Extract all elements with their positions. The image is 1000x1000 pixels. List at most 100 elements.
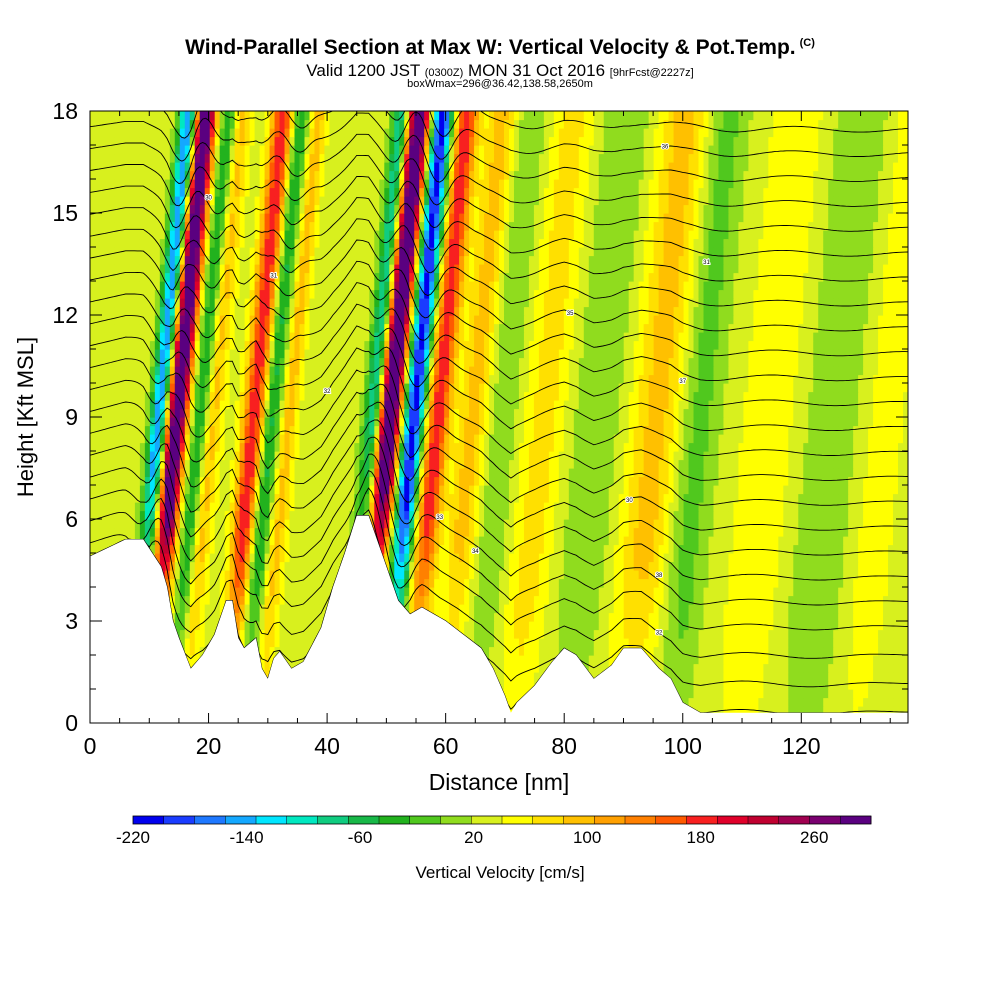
velocity-cell xyxy=(658,502,665,512)
velocity-cell xyxy=(843,697,849,707)
velocity-cell xyxy=(179,527,186,537)
velocity-cell xyxy=(698,570,705,580)
velocity-cell xyxy=(818,655,824,665)
velocity-cell xyxy=(753,536,759,546)
velocity-cell xyxy=(264,476,271,486)
velocity-cell xyxy=(638,578,645,588)
velocity-cell xyxy=(429,578,435,588)
velocity-cell xyxy=(459,570,465,580)
velocity-cell xyxy=(289,502,296,512)
velocity-cell xyxy=(314,544,321,554)
velocity-cell xyxy=(364,510,370,520)
velocity-cell xyxy=(174,595,181,605)
velocity-cell xyxy=(399,570,405,580)
velocity-cell xyxy=(289,595,296,605)
velocity-cell xyxy=(269,553,276,563)
velocity-cell xyxy=(658,655,665,665)
velocity-cell xyxy=(324,553,331,563)
velocity-cell xyxy=(733,612,740,622)
velocity-cell xyxy=(878,672,884,682)
velocity-cell xyxy=(693,689,700,699)
velocity-cell xyxy=(229,536,236,546)
velocity-cell xyxy=(154,527,161,537)
velocity-cell xyxy=(508,663,515,673)
velocity-cell xyxy=(898,612,904,622)
velocity-cell xyxy=(868,544,874,554)
velocity-cell xyxy=(199,536,206,546)
velocity-cell xyxy=(638,485,645,495)
velocity-cell xyxy=(683,544,690,554)
velocity-cell xyxy=(798,706,804,716)
velocity-cell xyxy=(439,502,445,512)
velocity-cell xyxy=(733,502,740,512)
velocity-cell xyxy=(528,570,535,580)
velocity-cell xyxy=(299,621,306,631)
velocity-cell xyxy=(808,527,814,537)
velocity-cell xyxy=(718,502,725,512)
velocity-cell xyxy=(768,646,774,656)
velocity-cell xyxy=(124,493,131,503)
velocity-cell xyxy=(783,638,789,648)
velocity-cell xyxy=(698,561,705,571)
velocity-cell xyxy=(673,485,680,495)
velocity-cell xyxy=(464,476,470,486)
velocity-cell xyxy=(274,578,281,588)
velocity-cell xyxy=(698,706,705,716)
velocity-cell xyxy=(304,485,311,495)
velocity-cell xyxy=(823,604,829,614)
velocity-cell xyxy=(573,468,580,478)
velocity-cell xyxy=(663,629,670,639)
velocity-cell xyxy=(728,553,735,563)
velocity-cell xyxy=(803,646,809,656)
velocity-cell xyxy=(888,493,894,503)
velocity-cell xyxy=(379,527,385,537)
velocity-cell xyxy=(788,493,794,503)
velocity-cell xyxy=(479,493,485,503)
velocity-cell xyxy=(793,502,799,512)
velocity-cell xyxy=(618,629,625,639)
velocity-cell xyxy=(738,655,744,665)
velocity-cell xyxy=(598,544,605,554)
velocity-cell xyxy=(184,638,191,648)
velocity-cell xyxy=(508,561,515,571)
velocity-cell xyxy=(743,689,749,699)
velocity-cell xyxy=(758,604,764,614)
velocity-cell xyxy=(578,485,585,495)
velocity-cell xyxy=(593,553,600,563)
velocity-cell xyxy=(169,570,176,580)
velocity-cell xyxy=(728,697,735,707)
velocity-cell xyxy=(399,502,405,512)
velocity-cell xyxy=(788,468,794,478)
velocity-cell xyxy=(244,544,251,554)
velocity-cell xyxy=(199,578,206,588)
velocity-cell xyxy=(633,476,640,486)
velocity-cell xyxy=(823,544,829,554)
velocity-cell xyxy=(673,638,680,648)
velocity-cell xyxy=(439,570,445,580)
velocity-cell xyxy=(279,544,286,554)
velocity-cell xyxy=(828,476,834,486)
velocity-cell xyxy=(324,468,331,478)
velocity-cell xyxy=(693,519,700,529)
velocity-cell xyxy=(334,519,340,529)
velocity-cell xyxy=(593,578,600,588)
velocity-cell xyxy=(613,510,620,520)
velocity-cell xyxy=(99,536,106,546)
velocity-cell xyxy=(239,570,246,580)
velocity-cell xyxy=(499,680,505,690)
velocity-cell xyxy=(778,672,784,682)
velocity-cell xyxy=(194,502,201,512)
velocity-cell xyxy=(853,612,859,622)
velocity-cell xyxy=(548,561,555,571)
velocity-cell xyxy=(249,502,256,512)
velocity-cell xyxy=(279,570,286,580)
velocity-cell xyxy=(389,544,395,554)
velocity-cell xyxy=(898,706,904,716)
velocity-cell xyxy=(753,553,759,563)
velocity-cell xyxy=(683,697,690,707)
velocity-cell xyxy=(444,493,450,503)
velocity-cell xyxy=(783,493,789,503)
velocity-cell xyxy=(224,502,231,512)
velocity-cell xyxy=(563,553,570,563)
velocity-cell xyxy=(239,587,246,597)
